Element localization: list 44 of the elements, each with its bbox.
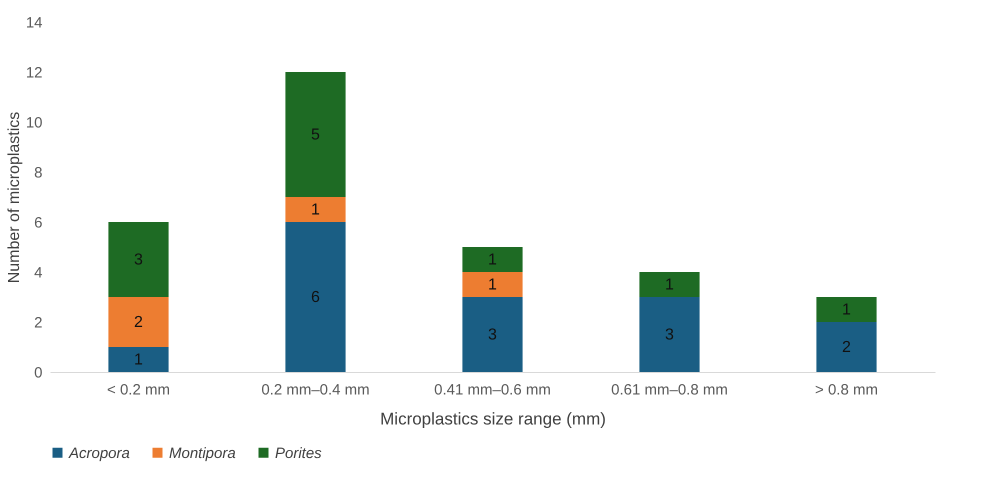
y-axis-title: Number of microplastics [6,112,23,284]
y-tick-label: 14 [26,14,42,32]
x-tick-label: 0.61 mm–0.8 mm [611,382,728,398]
legend-label: Porites [275,444,322,462]
x-tick-label: < 0.2 mm [107,382,170,398]
data-label: 6 [311,289,320,306]
y-tick-label: 2 [34,314,42,332]
data-label: 3 [134,252,144,268]
x-tick-label: 0.2 mm–0.4 mm [261,382,370,398]
legend-label: Montipora [169,444,236,462]
bar [285,222,346,372]
y-tick-label: 4 [34,264,42,282]
y-tick-label: 10 [26,114,42,132]
bar [462,272,523,297]
data-label: 1 [134,352,144,368]
y-tick-label: 8 [34,164,42,182]
bar [639,297,700,372]
bar [816,297,877,322]
data-label: 3 [488,326,498,344]
legend-label: Acropora [68,444,130,462]
bar [816,322,877,372]
data-label: 3 [665,326,674,344]
data-label: 1 [311,202,320,218]
bar [285,197,346,222]
data-label: 2 [134,314,144,331]
y-tick-label: 0 [34,364,42,382]
data-label: 5 [311,126,320,144]
bar [108,347,169,372]
bar [108,222,169,297]
data-label: 1 [488,252,498,268]
bar [462,247,523,272]
bar [108,297,169,347]
bar [462,297,523,372]
data-label: 1 [665,276,674,294]
data-label: 1 [488,276,498,294]
y-tick-label: 12 [26,64,42,82]
data-label: 2 [842,339,852,356]
x-axis-title: Microplastics size range (mm) [380,410,606,428]
y-tick-label: 6 [34,214,42,232]
bar [285,72,346,197]
data-label: 1 [842,302,852,318]
bar [639,272,700,297]
x-tick-label: 0.41 mm–0.6 mm [434,382,551,398]
x-tick-label: > 0.8 mm [815,382,878,398]
